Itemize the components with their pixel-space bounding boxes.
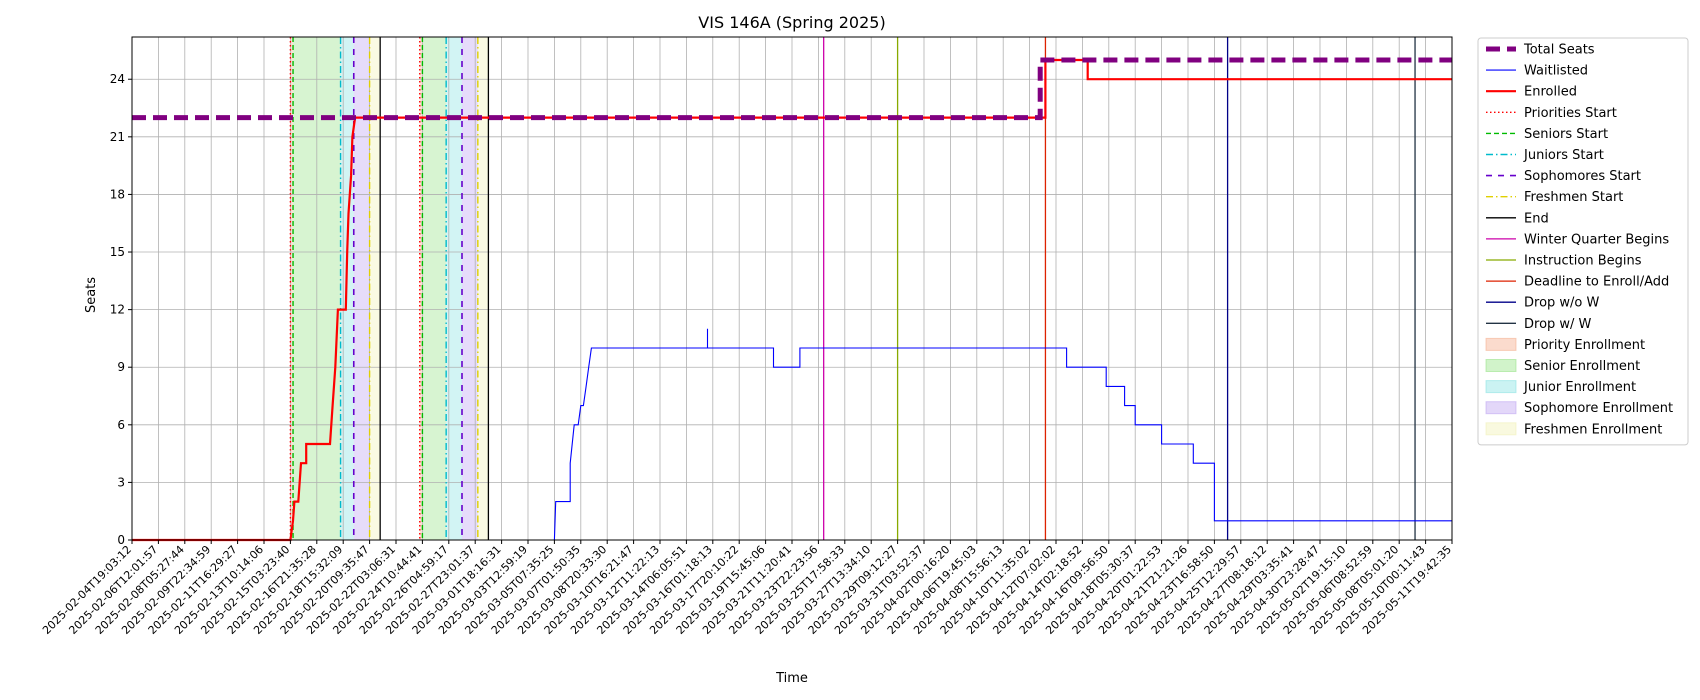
legend-label-sophomores-start: Sophomores Start <box>1524 169 1641 184</box>
y-ticks: 0 3 6 9 12 15 18 21 24 <box>110 72 132 547</box>
span-sophomore-enrollment <box>353 37 370 540</box>
span-freshmen-enrollment <box>369 37 381 540</box>
legend-label-instruction-begins: Instruction Begins <box>1524 254 1642 269</box>
y-tick-label: 18 <box>110 187 125 201</box>
legend-frame <box>1477 37 1689 446</box>
legend-label-enrolled: Enrolled <box>1524 85 1577 100</box>
legend-label-freshmen-enrollment: Freshmen Enrollment <box>1524 422 1662 437</box>
legend-label-freshmen-start: Freshmen Start <box>1524 190 1623 205</box>
y-tick-label: 0 <box>117 533 125 547</box>
y-axis-label: Seats <box>84 277 99 313</box>
legend-label-winter-quarter-begins: Winter Quarter Begins <box>1524 232 1669 247</box>
legend-label-total-seats: Total Seats <box>1523 43 1595 58</box>
legend-label-deadline-to-enroll-add: Deadline to Enroll/Add <box>1524 275 1669 290</box>
series-enrolled <box>132 58 1452 542</box>
series-total-seats <box>132 57 1452 121</box>
legend: Total Seats Waitlisted Enrolled Priorities … <box>1477 37 1689 446</box>
y-tick-label: 9 <box>117 360 125 374</box>
span-junior-enrollment <box>446 37 462 540</box>
legend-swatch-senior-enrollment <box>1485 359 1517 372</box>
legend-label-waitlisted: Waitlisted <box>1524 64 1588 79</box>
legend-label-senior-enrollment: Senior Enrollment <box>1524 359 1640 374</box>
legend-label-junior-enrollment: Junior Enrollment <box>1523 380 1636 395</box>
x-ticks: 2025-02-04T19:03:122025-02-06T12:01:5720… <box>40 540 1454 637</box>
legend-swatch-junior-enrollment <box>1485 380 1517 394</box>
legend-label-drop-w-o-w: Drop w/o W <box>1524 296 1600 311</box>
legend-label-seniors-start: Seniors Start <box>1524 127 1608 142</box>
legend-label-end: End <box>1524 211 1549 226</box>
legend-label-priorities-start: Priorities Start <box>1524 106 1617 121</box>
span-senior-enrollment <box>422 37 447 540</box>
span-sophomore-enrollment <box>462 37 478 540</box>
chart-title: VIS 146A (Spring 2025) <box>698 13 885 32</box>
legend-swatch-freshmen-enrollment <box>1485 422 1517 436</box>
legend-label-priority-enrollment: Priority Enrollment <box>1524 338 1645 353</box>
y-tick-label: 12 <box>110 303 125 317</box>
event-markers <box>289 37 1416 540</box>
y-tick-label: 21 <box>110 130 125 144</box>
y-tick-label: 24 <box>110 72 125 86</box>
x-axis-label: Time <box>775 671 808 686</box>
legend-swatch-sophomore-enrollment <box>1485 401 1517 415</box>
y-tick-label: 15 <box>110 245 125 259</box>
legend-label-drop-w-w: Drop w/ W <box>1524 317 1592 332</box>
legend-label-sophomore-enrollment: Sophomore Enrollment <box>1524 401 1673 416</box>
span-freshmen-enrollment <box>477 37 489 540</box>
legend-swatch-priority-enrollment <box>1485 337 1517 351</box>
span-priority-enrollment <box>419 37 423 540</box>
series-waitlisted <box>132 328 1452 541</box>
span-priority-enrollment <box>290 37 294 540</box>
y-tick-label: 3 <box>117 475 125 489</box>
legend-label-juniors-start: Juniors Start <box>1523 148 1604 163</box>
enrollment-spans <box>290 37 489 540</box>
data-series <box>132 57 1452 542</box>
y-tick-label: 6 <box>117 418 125 432</box>
